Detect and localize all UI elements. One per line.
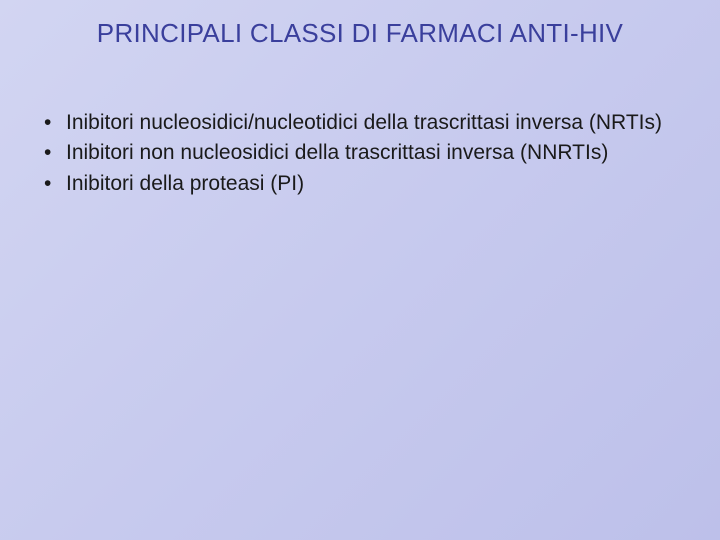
list-item: Inibitori della proteasi (PI) <box>36 170 690 198</box>
slide-title: PRINCIPALI CLASSI DI FARMACI ANTI-HIV <box>30 18 690 49</box>
bullet-list: Inibitori nucleosidici/nucleotidici dell… <box>30 109 690 198</box>
slide: PRINCIPALI CLASSI DI FARMACI ANTI-HIV In… <box>0 0 720 540</box>
list-item: Inibitori nucleosidici/nucleotidici dell… <box>36 109 690 137</box>
list-item: Inibitori non nucleosidici della trascri… <box>36 139 690 167</box>
